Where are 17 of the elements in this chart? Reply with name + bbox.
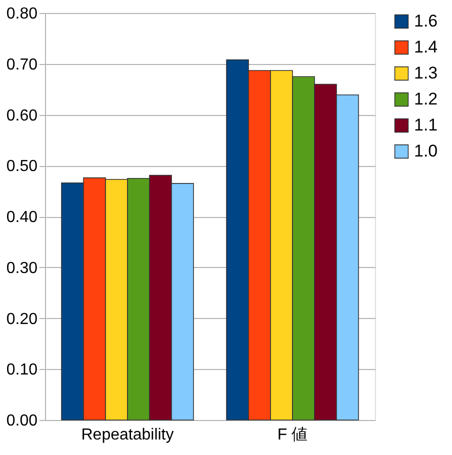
y-tick-label: 0.70 <box>6 56 38 74</box>
x-tick-label: F 値 <box>277 426 308 444</box>
legend-label: 1.6 <box>414 12 438 30</box>
y-tick-label: 0.10 <box>6 362 38 379</box>
legend-label: 1.2 <box>414 90 438 108</box>
legend-label: 1.0 <box>414 142 438 160</box>
y-tick-label: 0.00 <box>6 412 38 430</box>
legend-label: 1.3 <box>414 64 438 82</box>
x-tick-label: Repeatability <box>81 426 174 444</box>
legend-label: 1.1 <box>414 116 438 134</box>
y-tick-label: 0.30 <box>6 260 38 277</box>
y-tick-label: 0.80 <box>6 6 38 22</box>
y-tick-label: 0.50 <box>6 158 38 176</box>
y-tick-label: 0.60 <box>6 107 38 124</box>
legend-label: 1.4 <box>414 38 438 56</box>
y-tick-label: 0.20 <box>6 310 38 328</box>
y-tick-label: 0.40 <box>6 209 38 226</box>
